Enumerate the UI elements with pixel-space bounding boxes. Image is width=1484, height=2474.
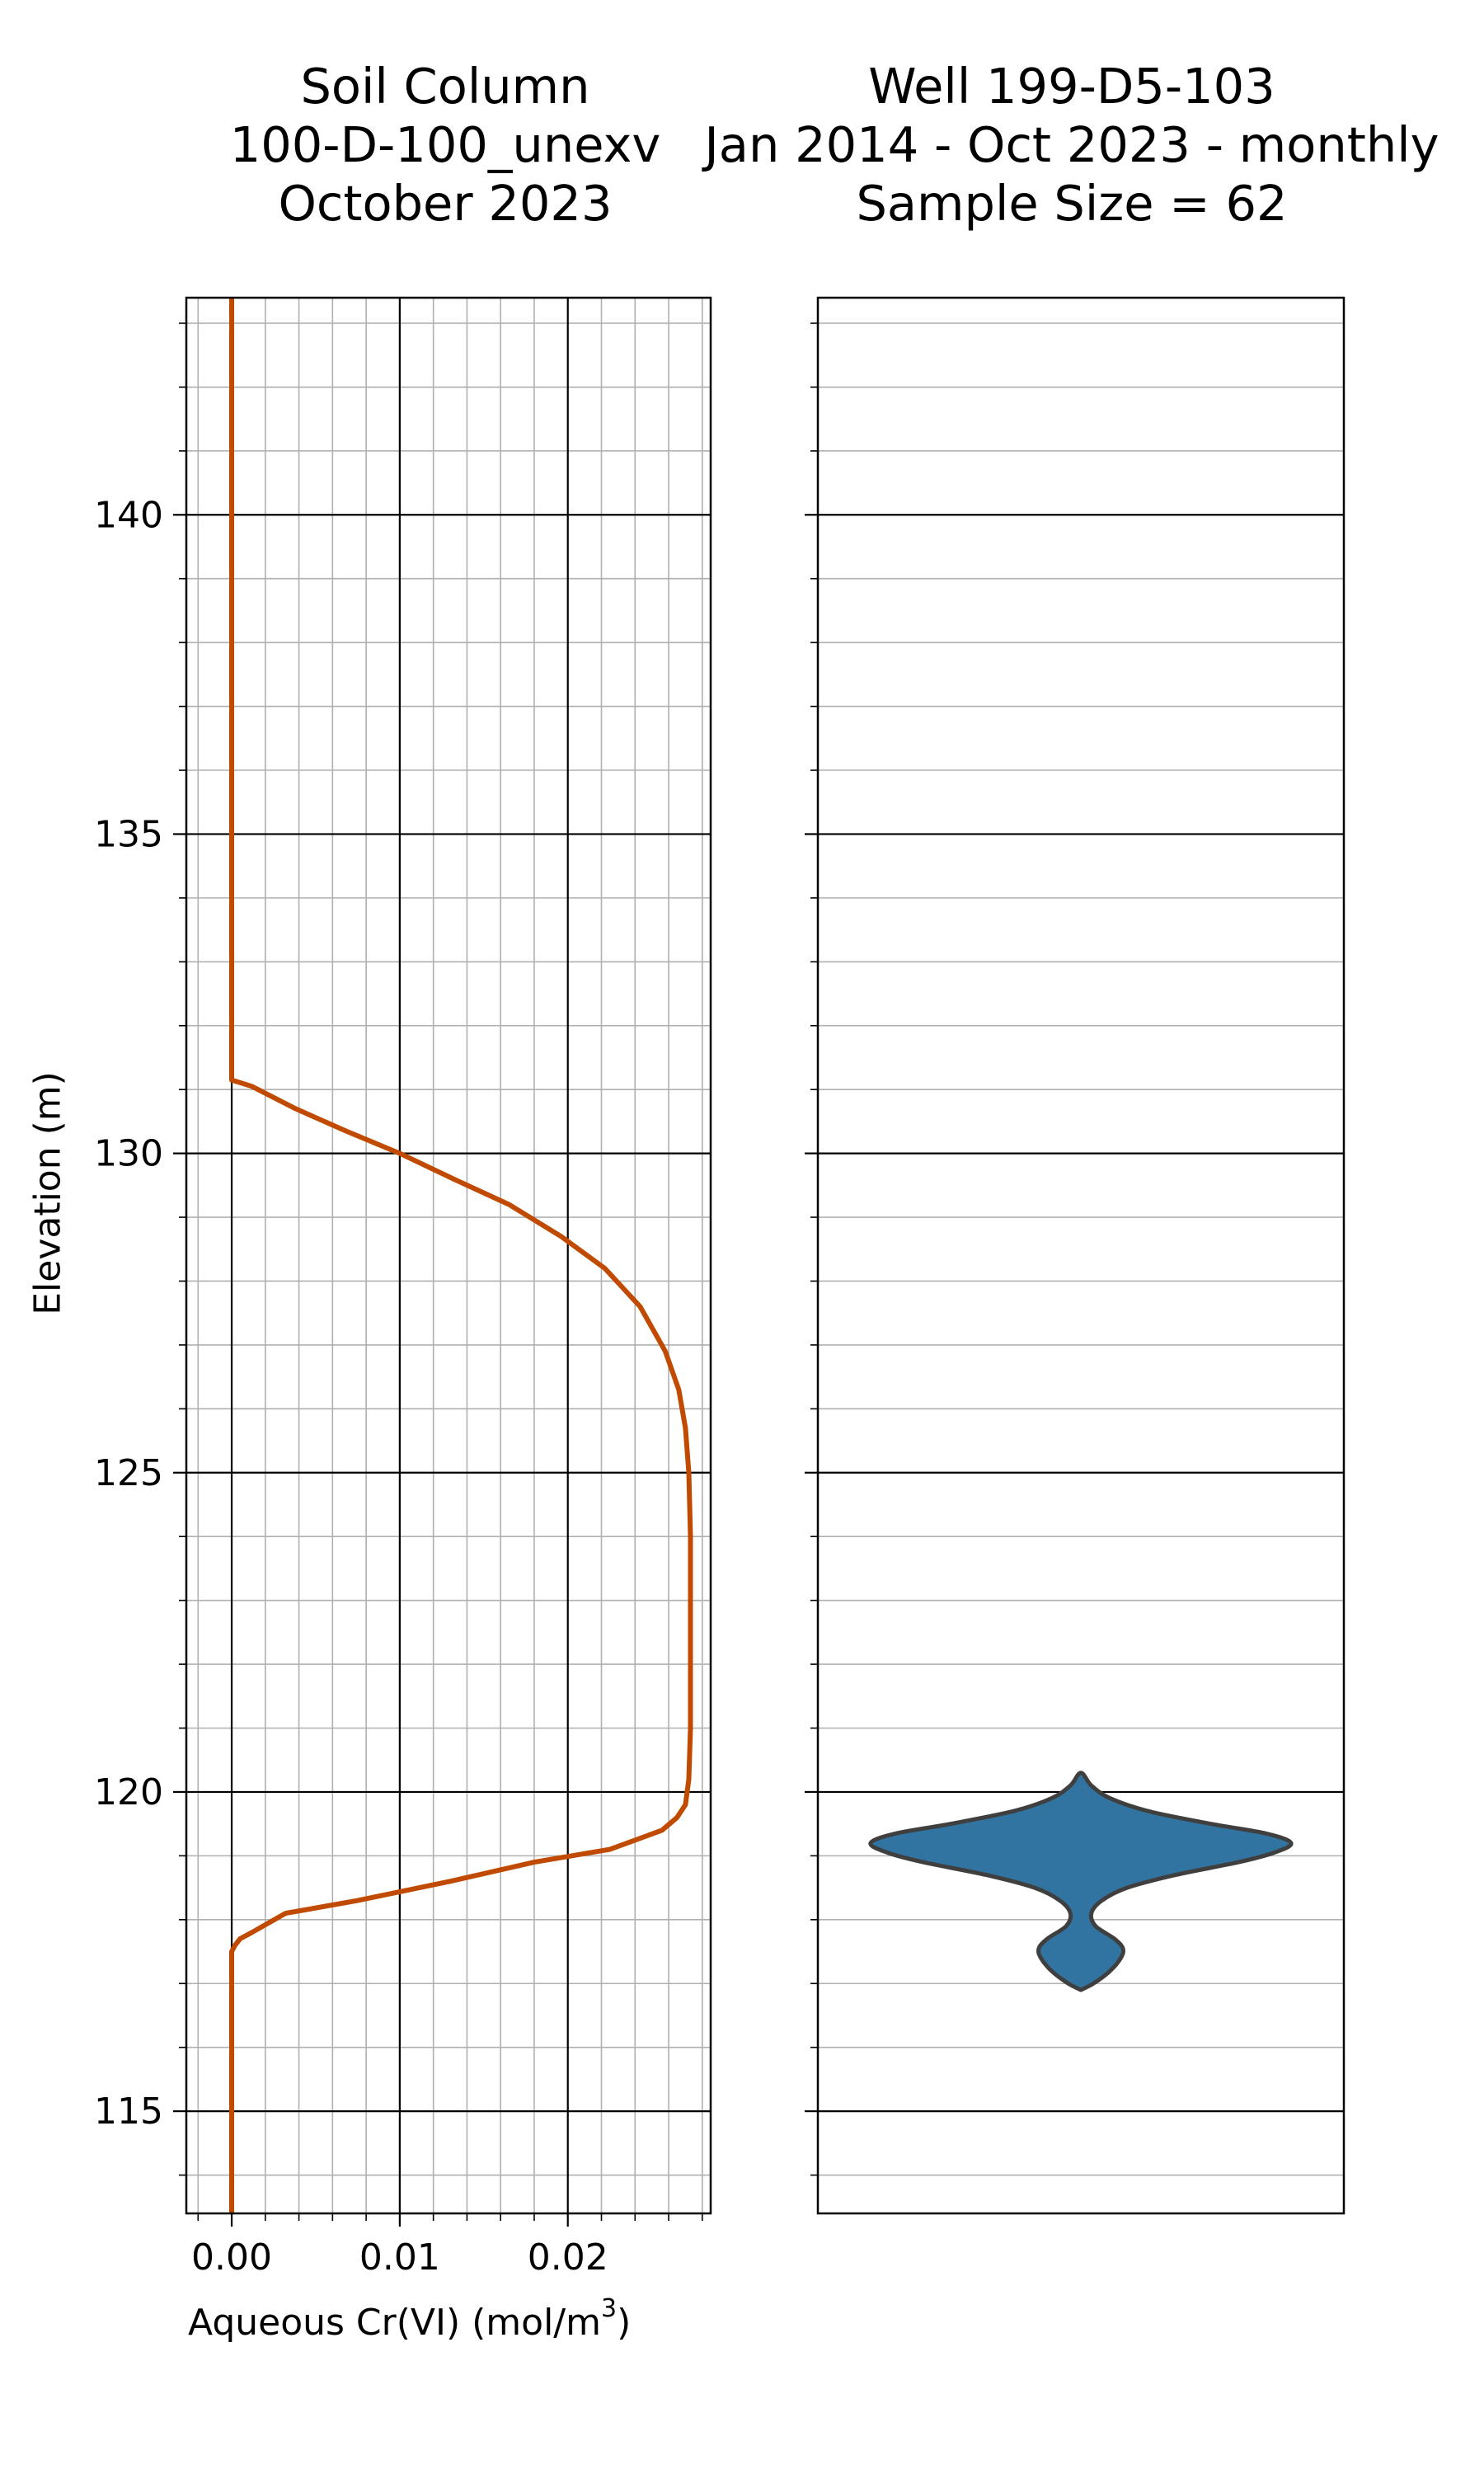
left-plot-panel: 115 120 125 130 135 140 0.00 0.01 0.02 (94, 296, 712, 2279)
x-axis-label: Aqueous Cr(VI) (mol/m3) (188, 2294, 631, 2344)
right-title-line-1: Well 199-D5-103 (868, 58, 1275, 115)
x-axis-label-close: ) (617, 2302, 632, 2344)
left-x-tick-label: 0.00 (191, 2236, 272, 2279)
left-x-tick-label: 0.01 (359, 2236, 440, 2279)
right-chart-title: Well 199-D5-103 Jan 2014 - Oct 2023 - mo… (660, 57, 1484, 233)
left-title-line-1: Soil Column (300, 58, 590, 115)
y-axis-label: Elevation (m) (26, 1071, 69, 1315)
left-y-tick-labels: 115 120 125 130 135 140 (94, 494, 163, 2133)
left-chart-title: Soil Column 100-D-100_unexv October 2023 (115, 57, 775, 233)
right-axis-ticks (805, 322, 818, 2176)
left-minor-grid (186, 298, 711, 2213)
left-y-tick-label: 140 (94, 494, 163, 536)
left-axis-ticks (173, 322, 703, 2227)
left-x-tick-labels: 0.00 0.01 0.02 (191, 2236, 608, 2279)
left-y-tick-label: 125 (94, 1452, 163, 1494)
cr-vi-profile-line (229, 298, 693, 2213)
left-y-tick-label: 115 (94, 2091, 163, 2133)
right-plot-frame (816, 296, 1345, 2215)
x-axis-label-superscript: 3 (601, 2294, 618, 2323)
left-x-tick-label: 0.02 (528, 2236, 608, 2279)
right-plot-panel (805, 296, 1345, 2215)
violin-body (868, 1771, 1294, 1992)
right-title-line-2: Jan 2014 - Oct 2023 - monthly (704, 116, 1439, 173)
left-y-tick-label: 135 (94, 813, 163, 855)
left-title-line-2: 100-D-100_unexv (229, 116, 661, 173)
left-plot-frame (185, 296, 712, 2215)
x-axis-label-text: Aqueous Cr(VI) (mol/m (188, 2302, 601, 2344)
left-y-tick-label: 130 (94, 1133, 163, 1175)
left-title-line-3: October 2023 (278, 175, 613, 232)
left-y-tick-label: 120 (94, 1771, 163, 1813)
right-title-line-3: Sample Size = 62 (856, 175, 1288, 232)
